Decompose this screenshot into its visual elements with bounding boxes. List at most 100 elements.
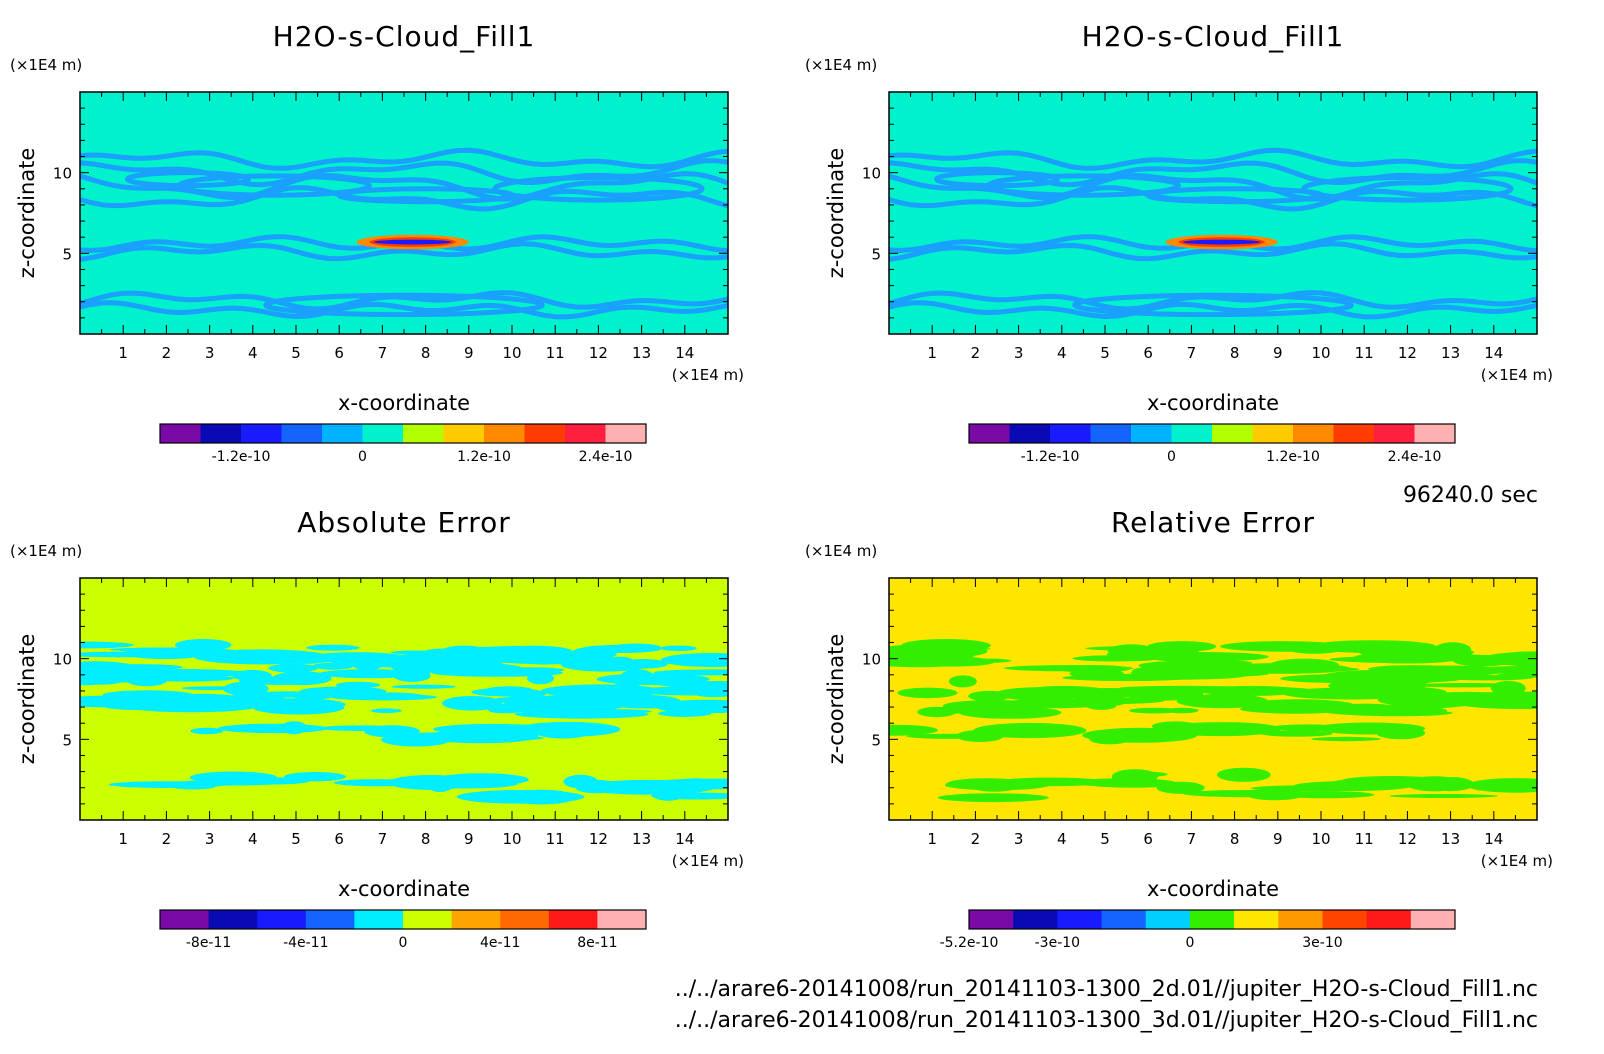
x-tick-label: 6 (1143, 830, 1153, 848)
error-region (652, 789, 684, 801)
colorbar-swatch (597, 910, 647, 929)
colorbar-swatch (322, 424, 363, 443)
error-region (353, 662, 382, 670)
x-unit-label: (×1E4 m) (1481, 852, 1553, 870)
error-region (1220, 641, 1345, 652)
x-tick-label: 2 (162, 830, 172, 848)
error-region (284, 772, 346, 782)
error-region (1290, 667, 1360, 672)
error-region (1129, 707, 1180, 714)
error-region (973, 722, 1087, 739)
colorbar-swatch (1050, 424, 1091, 443)
error-region (1179, 660, 1253, 666)
x-tick-label: 11 (1355, 830, 1374, 848)
x-tick-label: 7 (1187, 830, 1197, 848)
contour-plot-area (79, 577, 729, 821)
x-tick-label: 8 (1230, 830, 1240, 848)
error-region (889, 653, 981, 668)
colorbar-swatch (443, 424, 485, 443)
x-tick-label: 9 (464, 830, 474, 848)
error-region (901, 639, 991, 652)
colorbar-swatch (969, 424, 1010, 443)
colorbar-swatch (160, 424, 201, 443)
x-tick-label: 9 (464, 344, 474, 362)
contour-plot-area (79, 91, 729, 335)
colorbar-tick-label: -8e-11 (186, 935, 231, 951)
contour-loop (125, 170, 251, 189)
error-region (660, 653, 728, 667)
x-tick-label: 12 (589, 344, 608, 362)
x-tick-label: 6 (334, 830, 344, 848)
field-pattern (889, 147, 1537, 320)
colorbar-tick-label: 4e-11 (480, 935, 520, 951)
y-unit-label: (×1E4 m) (805, 56, 877, 74)
error-region (1094, 783, 1173, 788)
panel-cloud-fill-2d: H2O-s-Cloud_Fill1 (×1E4 m) 1 2 3 4 5 6 7 8 9 10 11… (10, 20, 744, 465)
colorbar-swatch (1171, 424, 1213, 443)
colorbar-tick-label: 0 (399, 935, 408, 951)
colorbar-swatch (257, 910, 307, 929)
error-region (480, 651, 567, 659)
error-region (190, 727, 224, 735)
x-tick-label: 14 (675, 344, 694, 362)
y-axis-label: z-coordinate (824, 634, 848, 765)
colorbar-swatch (208, 910, 258, 929)
x-tick-label: 10 (1311, 830, 1330, 848)
x-tick-label: 12 (589, 830, 608, 848)
x-tick-label: 1 (927, 830, 937, 848)
y-tick-label: 10 (862, 651, 881, 669)
colorbar-tick-label: -4e-11 (283, 935, 328, 951)
colorbar-frame (159, 423, 647, 444)
error-region (109, 647, 217, 652)
x-tick-label: 1 (118, 830, 128, 848)
error-region (391, 684, 456, 689)
x-axis-label: x-coordinate (338, 877, 470, 901)
error-region (442, 696, 503, 711)
error-region (465, 727, 524, 737)
x-tick-label: 14 (675, 830, 694, 848)
colorbar-tick-label: 2.4e-10 (579, 449, 633, 465)
colorbar-tick-label: 2.4e-10 (1388, 449, 1442, 465)
colorbar: -5.2e-10 -3e-10 0 3e-10 (940, 909, 1456, 951)
y-tick-label: 10 (53, 165, 72, 183)
error-region (1107, 644, 1155, 658)
colorbar-tick-label: -1.2e-10 (212, 449, 271, 465)
x-tick-label: 4 (1057, 830, 1067, 848)
x-tick-label: 5 (1100, 344, 1110, 362)
contour-loop (336, 186, 515, 205)
file-path-2d: ../../arare6-20141008/run_20141103-1300_… (675, 977, 1538, 1002)
y-axis-label: z-coordinate (824, 148, 848, 279)
error-region (1293, 781, 1412, 791)
panel-absolute-error: Absolute Error (×1E4 m) 1 2 3 4 5 6 7 8 9 10 11 12 1… (10, 506, 744, 951)
panel-title: Absolute Error (297, 506, 511, 539)
error-region (434, 773, 529, 786)
panel-cloud-fill-3d: H2O-s-Cloud_Fill1 (×1E4 m) 1 2 3 4 5 6 7 8 9 10 11… (805, 20, 1553, 465)
y-tick-label: 5 (62, 731, 72, 749)
x-tick-label: 11 (546, 830, 565, 848)
colorbar-swatch (1101, 910, 1147, 929)
x-tick-label: 5 (1100, 830, 1110, 848)
y-tick-label: 5 (62, 245, 72, 263)
x-tick-label: 7 (1187, 344, 1197, 362)
x-tick-label: 11 (546, 344, 565, 362)
colorbar-swatch (1293, 424, 1334, 443)
colorbar-tick-label: -1.2e-10 (1021, 449, 1080, 465)
field-pattern (80, 639, 728, 805)
colorbar-swatch (484, 424, 525, 443)
x-tick-label: 3 (205, 830, 215, 848)
file-path-3d: ../../arare6-20141008/run_20141103-1300_… (675, 1008, 1538, 1033)
error-region (1034, 700, 1125, 708)
contour-band (889, 185, 1537, 212)
panel-title: H2O-s-Cloud_Fill1 (273, 20, 536, 53)
error-region (1276, 791, 1375, 799)
error-region (1199, 685, 1305, 696)
y-axis-label: z-coordinate (15, 634, 39, 765)
contour-band (80, 300, 728, 320)
colorbar-swatch (403, 424, 444, 443)
error-region (280, 721, 308, 735)
y-axis-label: z-coordinate (15, 148, 39, 279)
error-region (104, 703, 169, 710)
x-axis-label: x-coordinate (1147, 391, 1279, 415)
x-tick-label: 7 (378, 830, 388, 848)
